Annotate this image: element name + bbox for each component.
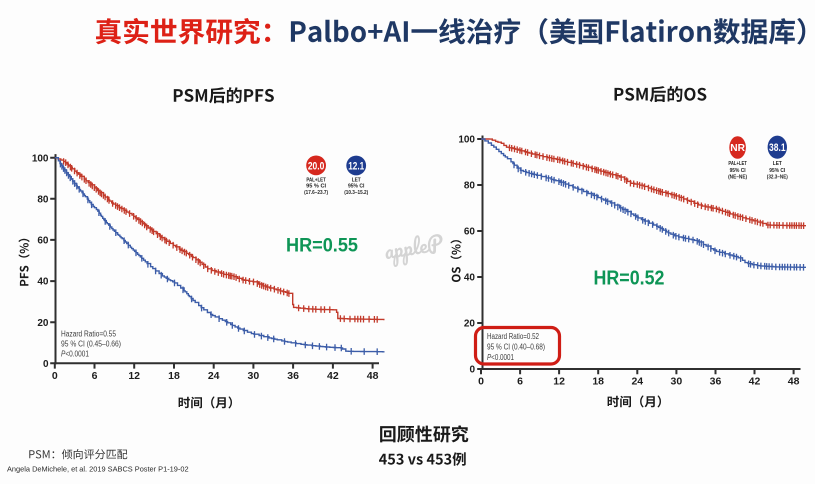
svg-text:30: 30: [248, 370, 260, 382]
svg-text:0: 0: [52, 370, 58, 382]
svg-text:20: 20: [464, 319, 476, 330]
svg-text:18: 18: [168, 370, 180, 382]
svg-text:(32.3–NE): (32.3–NE): [767, 175, 788, 181]
svg-text:HR=0.55: HR=0.55: [286, 235, 358, 257]
svg-text:PAL+LET: PAL+LET: [306, 177, 326, 183]
svg-text:80: 80: [37, 194, 49, 205]
svg-text:36: 36: [287, 370, 299, 382]
svg-text:LET: LET: [773, 161, 782, 167]
svg-text:48: 48: [788, 375, 800, 387]
svg-text:20.0: 20.0: [308, 160, 325, 172]
svg-text:100: 100: [458, 135, 475, 146]
svg-text:0: 0: [469, 365, 475, 376]
svg-text:95% CI: 95% CI: [730, 168, 746, 174]
svg-text:95% CI: 95% CI: [769, 168, 785, 174]
svg-text:Hazard Ratio=0.52: Hazard Ratio=0.52: [487, 332, 539, 341]
svg-text:NR: NR: [730, 143, 745, 154]
svg-text:60: 60: [37, 236, 49, 247]
svg-text:6: 6: [92, 370, 98, 382]
svg-text:48: 48: [367, 370, 379, 382]
svg-text:80: 80: [464, 181, 476, 192]
svg-text:0: 0: [43, 359, 49, 370]
svg-text:HR=0.52: HR=0.52: [594, 268, 665, 290]
svg-text:24: 24: [631, 375, 643, 387]
svg-text:12: 12: [128, 370, 140, 382]
svg-text:24: 24: [208, 370, 220, 382]
svg-text:95 % CI (0.45–0.66): 95 % CI (0.45–0.66): [61, 340, 121, 349]
svg-text:20: 20: [37, 318, 49, 329]
svg-text:(NE–NE): (NE–NE): [728, 175, 747, 181]
svg-text:(17.6–23.7): (17.6–23.7): [304, 190, 328, 196]
svg-text:12: 12: [553, 375, 565, 387]
svg-text:(10.3–15.2): (10.3–15.2): [344, 190, 368, 196]
svg-text:6: 6: [517, 375, 523, 387]
svg-text:40: 40: [464, 273, 476, 284]
svg-text:60: 60: [464, 227, 476, 238]
svg-text:P<0.0001: P<0.0001: [487, 353, 514, 362]
svg-text:12.1: 12.1: [348, 160, 364, 172]
svg-text:38.1: 38.1: [769, 142, 786, 154]
svg-text:Angela DeMichele, et al. 2019: Angela DeMichele, et al. 2019 SABCS Post…: [7, 464, 189, 473]
svg-text:40: 40: [37, 277, 49, 288]
svg-text:LET: LET: [352, 177, 361, 183]
svg-text:36: 36: [710, 375, 722, 387]
svg-text:42: 42: [749, 375, 761, 387]
svg-text:100: 100: [32, 153, 49, 164]
svg-text:Hazard Ratio=0.55: Hazard Ratio=0.55: [61, 330, 116, 339]
svg-text:30: 30: [671, 375, 683, 387]
svg-text:95% CI: 95% CI: [348, 184, 365, 190]
svg-text:0: 0: [478, 375, 484, 387]
svg-text:P<0.0001: P<0.0001: [61, 350, 89, 359]
svg-text:18: 18: [592, 375, 604, 387]
svg-text:95 % CI (0.40–0.68): 95 % CI (0.40–0.68): [487, 343, 545, 352]
svg-text:42: 42: [327, 370, 339, 382]
svg-text:95 % CI: 95 % CI: [306, 184, 326, 190]
svg-text:PAL+LET: PAL+LET: [728, 161, 747, 167]
